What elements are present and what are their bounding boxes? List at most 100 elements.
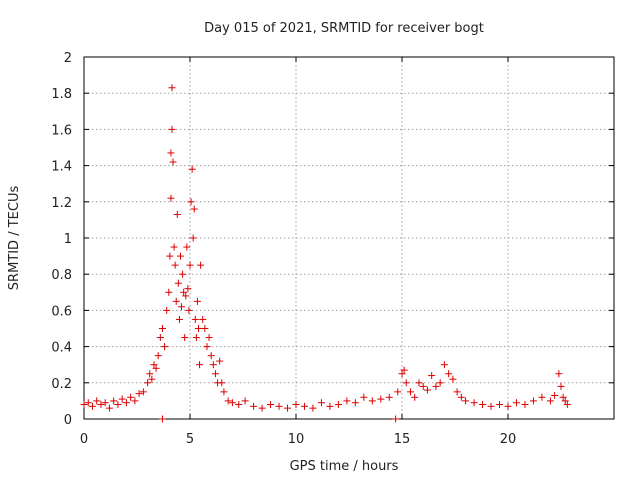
data-point	[167, 149, 175, 157]
data-point	[241, 397, 249, 405]
data-point	[385, 393, 393, 401]
data-point	[190, 205, 198, 213]
data-point	[158, 415, 166, 423]
data-point	[211, 370, 219, 378]
data-point	[487, 402, 495, 410]
data-point	[267, 401, 275, 409]
data-point	[209, 361, 217, 369]
data-point	[218, 379, 226, 387]
data-point	[80, 401, 88, 409]
data-point	[432, 382, 440, 390]
y-tick-label: 0.8	[51, 268, 72, 283]
data-point	[415, 379, 423, 387]
data-point	[392, 415, 400, 423]
data-point	[168, 125, 176, 133]
data-point	[154, 352, 162, 360]
data-point	[167, 194, 175, 202]
data-point	[131, 397, 139, 405]
y-tick-label: 1.6	[51, 123, 72, 138]
data-point	[152, 364, 160, 372]
data-point	[449, 375, 457, 383]
data-point	[555, 370, 563, 378]
data-point	[174, 279, 182, 287]
data-point	[192, 334, 200, 342]
data-point	[194, 325, 202, 332]
data-point	[203, 343, 211, 351]
data-point	[158, 325, 166, 332]
y-tick-label: 1	[64, 232, 72, 247]
data-point	[309, 404, 317, 412]
y-tick-label: 1.8	[51, 87, 72, 102]
y-tick-label: 0.6	[51, 304, 72, 319]
x-tick-label: 5	[186, 432, 194, 447]
y-tick-label: 1.4	[51, 160, 72, 175]
y-axis-label: SRMTID / TECUs	[7, 186, 22, 291]
data-point	[394, 388, 402, 396]
data-point	[521, 401, 529, 409]
data-point	[343, 397, 351, 405]
data-point	[186, 261, 194, 269]
data-point	[110, 397, 118, 405]
data-point	[559, 393, 567, 401]
data-point	[180, 288, 188, 296]
data-point	[512, 399, 520, 407]
data-point	[561, 397, 569, 405]
data-point	[185, 306, 193, 314]
data-point	[144, 379, 152, 387]
y-tick-label: 2	[64, 51, 72, 66]
data-point	[101, 399, 109, 407]
data-point	[275, 402, 283, 410]
data-point	[166, 252, 174, 260]
data-point	[250, 402, 258, 410]
x-tick-label: 10	[288, 432, 305, 447]
data-point	[93, 397, 101, 405]
data-point	[207, 352, 215, 360]
data-point	[453, 388, 461, 396]
data-point	[181, 334, 189, 342]
chart-title: Day 015 of 2021, SRMTID for receiver bog…	[204, 21, 484, 36]
data-point	[423, 386, 431, 394]
x-tick-label: 20	[500, 432, 517, 447]
data-point	[135, 390, 143, 398]
data-point	[398, 370, 406, 378]
data-point	[300, 402, 308, 410]
data-point	[538, 393, 546, 401]
data-point	[529, 397, 537, 405]
y-tick-label: 0.2	[51, 377, 72, 392]
data-point	[148, 375, 156, 383]
y-tick-label: 0.4	[51, 341, 72, 356]
data-point	[170, 243, 178, 251]
data-point	[105, 404, 113, 412]
data-point	[402, 379, 410, 387]
data-point	[84, 399, 92, 407]
x-tick-label: 15	[394, 432, 411, 447]
data-point	[169, 158, 177, 166]
data-point	[228, 399, 236, 407]
data-point	[360, 393, 368, 401]
data-point	[428, 372, 436, 380]
data-point	[411, 393, 419, 401]
data-point	[205, 334, 213, 342]
data-point	[176, 252, 184, 260]
data-point	[440, 361, 448, 369]
data-point	[189, 234, 197, 242]
data-point	[88, 402, 96, 410]
data-point	[184, 285, 192, 293]
data-point	[470, 399, 478, 407]
y-tick-label: 0	[64, 413, 72, 428]
data-point	[193, 297, 201, 305]
data-point	[201, 325, 209, 332]
data-point	[436, 379, 444, 387]
data-point	[199, 315, 207, 323]
data-point	[139, 388, 147, 396]
x-tick-label: 0	[80, 432, 88, 447]
data-point	[179, 270, 187, 278]
data-point	[496, 401, 504, 409]
data-point	[557, 382, 565, 390]
data-point	[479, 401, 487, 409]
data-point	[146, 370, 154, 378]
data-point	[122, 399, 130, 407]
data-point	[197, 261, 205, 269]
data-point	[220, 388, 228, 396]
data-point	[258, 404, 266, 412]
